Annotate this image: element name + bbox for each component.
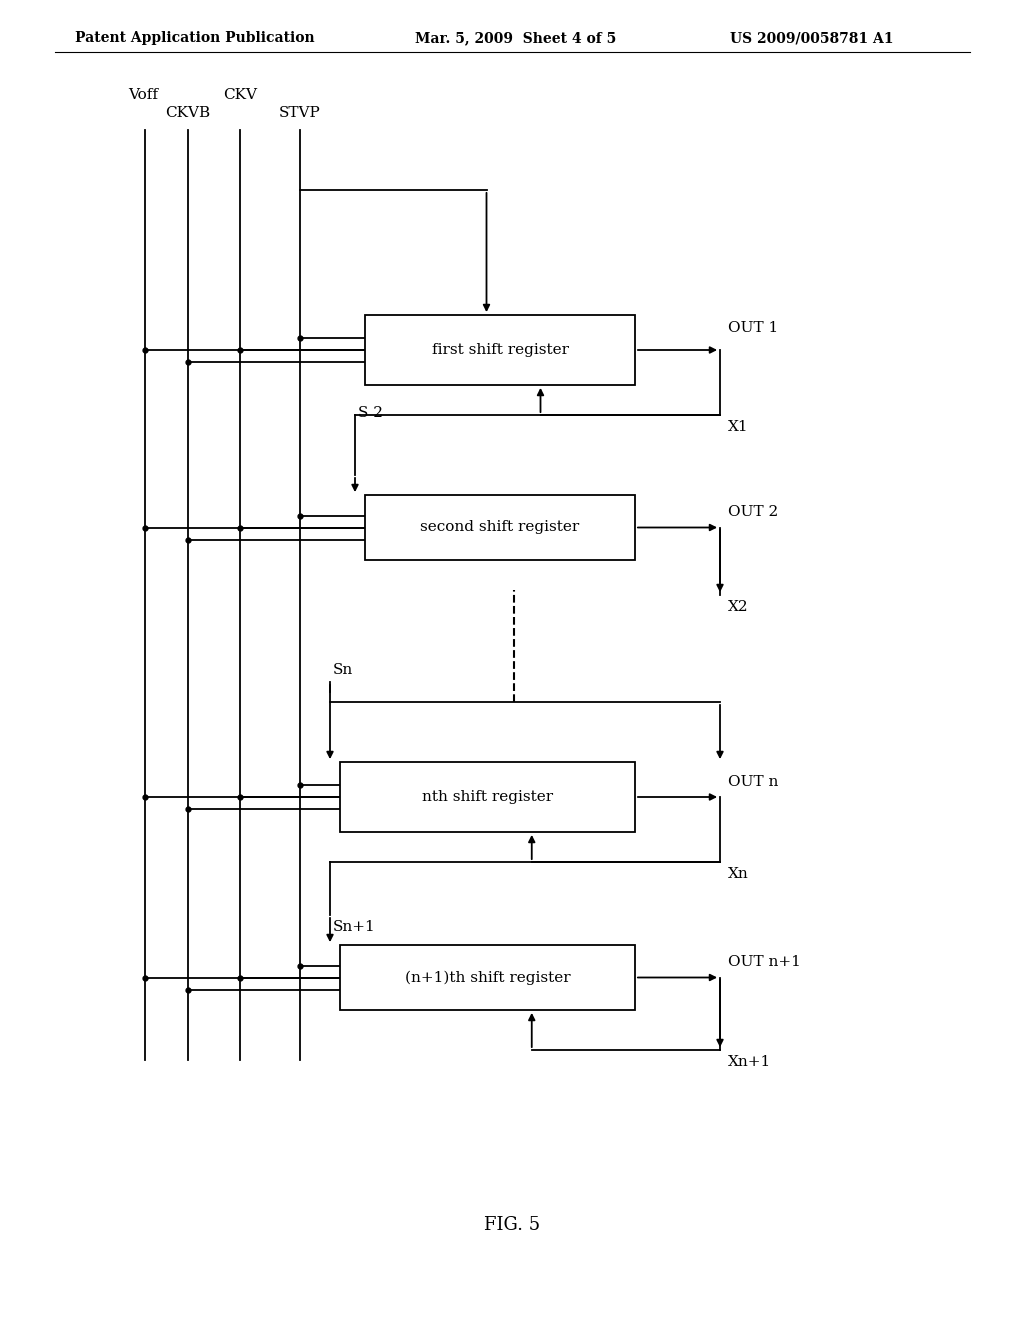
Text: OUT n: OUT n <box>728 775 778 789</box>
Text: STVP: STVP <box>280 106 321 120</box>
Text: Xn+1: Xn+1 <box>728 1055 771 1069</box>
Text: CKVB: CKVB <box>166 106 211 120</box>
Text: S 2: S 2 <box>358 407 383 420</box>
Text: OUT 2: OUT 2 <box>728 506 778 520</box>
Text: CKV: CKV <box>223 88 257 102</box>
Text: Mar. 5, 2009  Sheet 4 of 5: Mar. 5, 2009 Sheet 4 of 5 <box>415 30 616 45</box>
Text: Sn: Sn <box>333 663 353 677</box>
Text: FIG. 5: FIG. 5 <box>484 1216 540 1234</box>
Bar <box>340 762 635 832</box>
Text: Patent Application Publication: Patent Application Publication <box>75 30 314 45</box>
Bar <box>340 945 635 1010</box>
Text: second shift register: second shift register <box>421 520 580 535</box>
Text: X2: X2 <box>728 601 749 614</box>
Text: US 2009/0058781 A1: US 2009/0058781 A1 <box>730 30 894 45</box>
Text: OUT n+1: OUT n+1 <box>728 956 801 969</box>
Text: Xn: Xn <box>728 867 749 880</box>
Text: Voff: Voff <box>128 88 158 102</box>
Text: first shift register: first shift register <box>431 343 568 356</box>
Text: nth shift register: nth shift register <box>422 789 553 804</box>
Text: (n+1)th shift register: (n+1)th shift register <box>404 970 570 985</box>
Text: OUT 1: OUT 1 <box>728 321 778 335</box>
Text: X1: X1 <box>728 420 749 434</box>
Bar <box>365 315 635 385</box>
Text: Sn+1: Sn+1 <box>333 920 376 935</box>
Bar <box>365 495 635 560</box>
